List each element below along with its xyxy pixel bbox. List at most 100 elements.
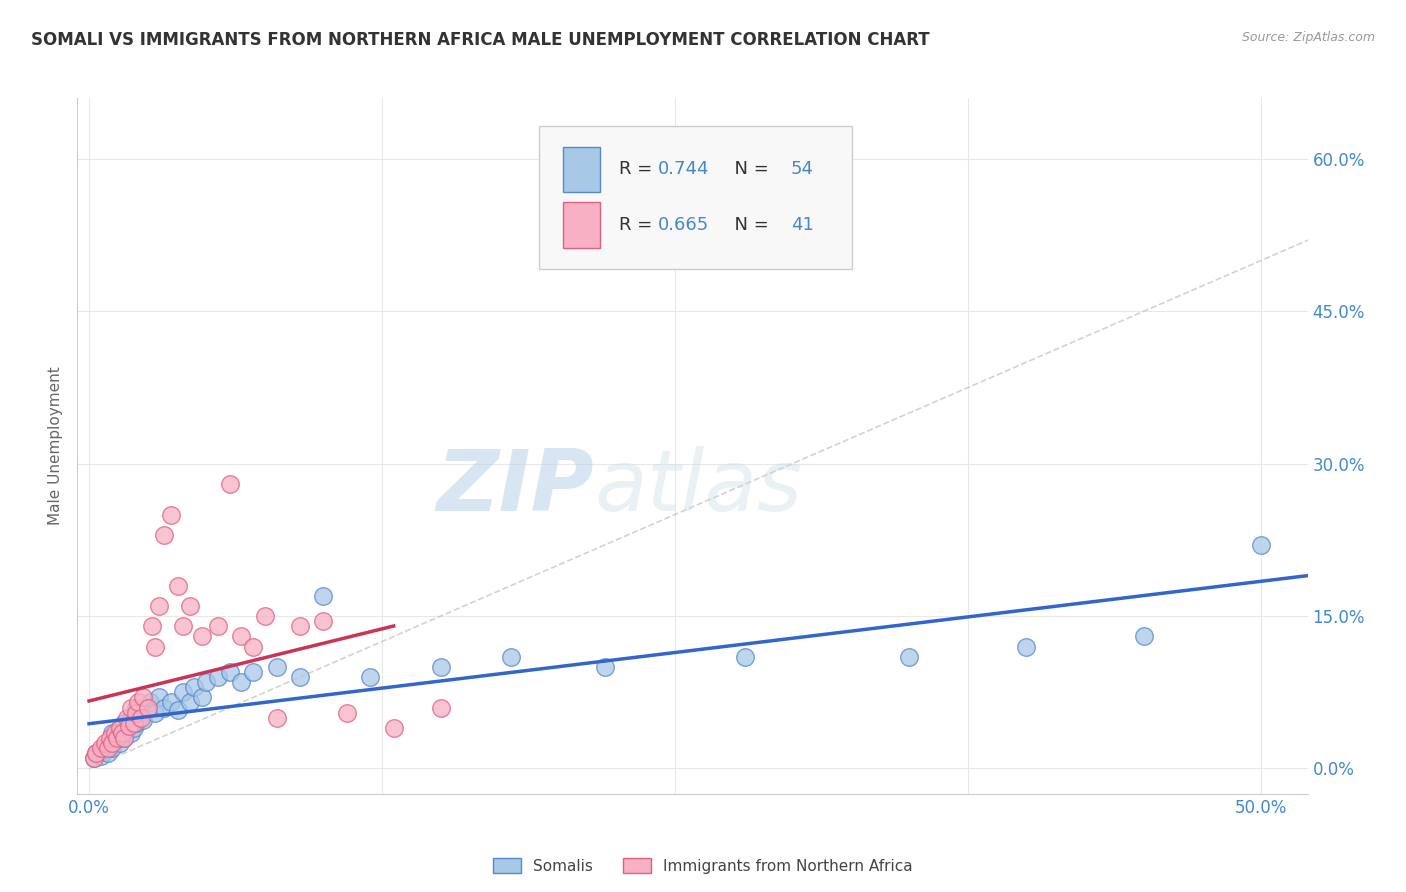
- Point: [312, 614, 335, 628]
- Point: [136, 700, 159, 714]
- Point: [1132, 630, 1154, 644]
- Point: [242, 665, 264, 679]
- Text: 0.744: 0.744: [658, 161, 710, 178]
- Point: [118, 719, 141, 733]
- Point: [734, 649, 756, 664]
- Point: [1015, 640, 1038, 654]
- Point: [190, 690, 212, 705]
- Point: [195, 675, 218, 690]
- Point: [153, 528, 176, 542]
- Point: [97, 741, 120, 756]
- Point: [207, 619, 229, 633]
- Point: [136, 700, 159, 714]
- Point: [122, 721, 145, 735]
- Point: [148, 690, 170, 705]
- Point: [253, 609, 276, 624]
- Text: 0.665: 0.665: [658, 216, 709, 234]
- Point: [160, 508, 183, 522]
- Point: [90, 749, 112, 764]
- Point: [288, 619, 311, 633]
- Point: [160, 696, 183, 710]
- Point: [242, 640, 264, 654]
- Point: [90, 741, 112, 756]
- Y-axis label: Male Unemployment: Male Unemployment: [48, 367, 63, 525]
- Point: [127, 696, 149, 710]
- Point: [231, 630, 253, 644]
- Point: [218, 665, 240, 679]
- Point: [218, 477, 240, 491]
- Point: [898, 649, 921, 664]
- Point: [91, 743, 114, 757]
- Point: [108, 721, 131, 735]
- Point: [593, 660, 616, 674]
- Legend: Somalis, Immigrants from Northern Africa: Somalis, Immigrants from Northern Africa: [486, 852, 920, 880]
- Text: R =: R =: [619, 161, 658, 178]
- Point: [98, 736, 121, 750]
- Point: [288, 670, 311, 684]
- Point: [101, 736, 124, 750]
- Text: N =: N =: [723, 216, 775, 234]
- Point: [94, 741, 117, 756]
- Point: [179, 599, 201, 613]
- Point: [122, 715, 145, 730]
- Point: [125, 700, 148, 714]
- Point: [143, 640, 166, 654]
- Point: [129, 706, 152, 720]
- Point: [120, 700, 142, 714]
- Point: [108, 721, 131, 735]
- Point: [112, 731, 135, 745]
- Point: [112, 731, 135, 745]
- Point: [83, 751, 105, 765]
- Point: [101, 726, 124, 740]
- Point: [111, 726, 134, 740]
- Point: [266, 660, 288, 674]
- Point: [118, 719, 141, 733]
- Point: [108, 736, 131, 750]
- Point: [101, 741, 124, 756]
- Point: [132, 713, 155, 727]
- Bar: [564, 147, 600, 192]
- Point: [129, 711, 152, 725]
- Point: [111, 726, 134, 740]
- Point: [104, 726, 127, 740]
- Point: [141, 619, 163, 633]
- Point: [231, 675, 253, 690]
- Point: [336, 706, 359, 720]
- Point: [125, 715, 148, 730]
- Point: [127, 711, 149, 725]
- Text: Source: ZipAtlas.com: Source: ZipAtlas.com: [1241, 31, 1375, 45]
- Point: [97, 746, 120, 760]
- Text: SOMALI VS IMMIGRANTS FROM NORTHERN AFRICA MALE UNEMPLOYMENT CORRELATION CHART: SOMALI VS IMMIGRANTS FROM NORTHERN AFRIC…: [31, 31, 929, 49]
- Point: [125, 706, 148, 720]
- Bar: [564, 202, 600, 248]
- Point: [167, 579, 190, 593]
- Point: [94, 736, 117, 750]
- Point: [429, 700, 451, 714]
- Point: [382, 721, 405, 735]
- Point: [115, 711, 138, 725]
- Text: 54: 54: [792, 161, 814, 178]
- Text: atlas: atlas: [595, 446, 801, 529]
- Point: [172, 685, 194, 699]
- Point: [207, 670, 229, 684]
- Point: [115, 723, 138, 737]
- Point: [139, 696, 162, 710]
- Point: [120, 711, 142, 725]
- Point: [172, 619, 194, 633]
- Point: [105, 731, 128, 745]
- Text: R =: R =: [619, 216, 658, 234]
- Point: [148, 599, 170, 613]
- Point: [132, 690, 155, 705]
- Point: [120, 726, 142, 740]
- Point: [153, 700, 176, 714]
- Point: [179, 696, 201, 710]
- Point: [112, 715, 135, 730]
- Text: ZIP: ZIP: [436, 446, 595, 529]
- Point: [1250, 538, 1272, 552]
- Point: [105, 731, 128, 745]
- Point: [143, 706, 166, 720]
- Point: [359, 670, 381, 684]
- Point: [98, 731, 121, 745]
- Point: [104, 733, 127, 747]
- Text: N =: N =: [723, 161, 775, 178]
